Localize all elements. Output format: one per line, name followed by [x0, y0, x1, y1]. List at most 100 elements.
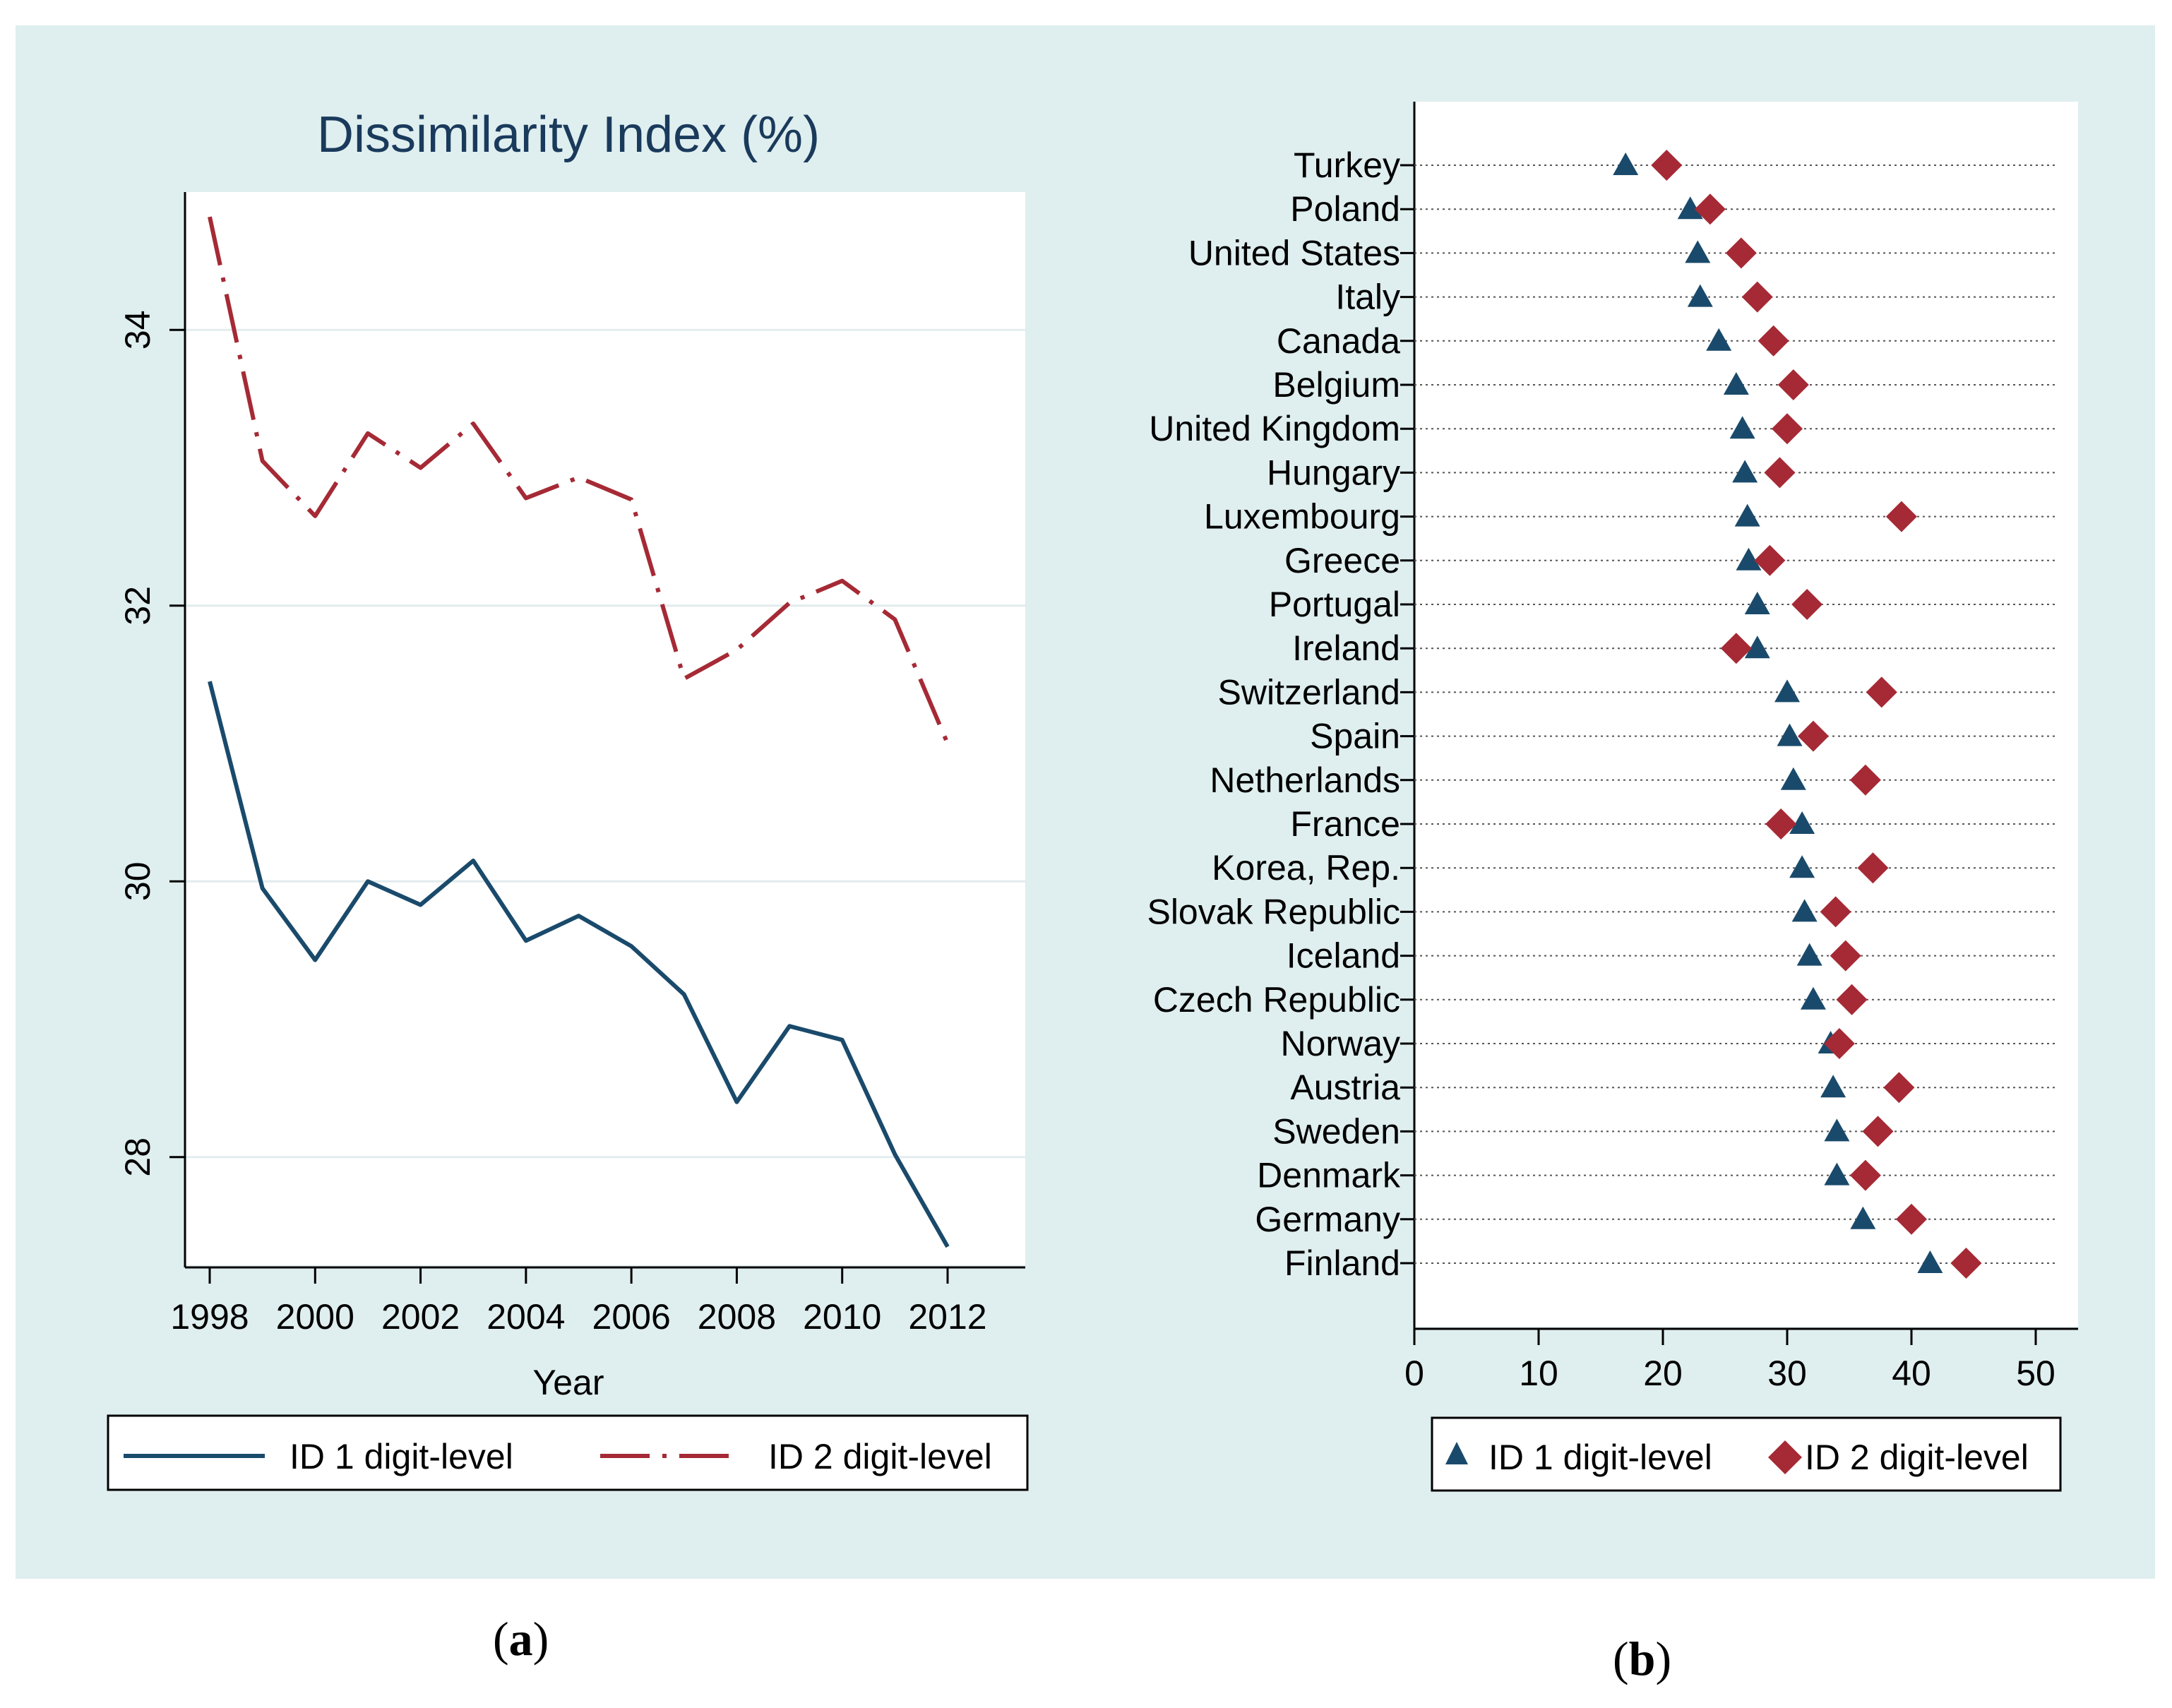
chart-a-gridlines — [185, 328, 1025, 1159]
chart-b-point-id1 — [1917, 1250, 1943, 1273]
chart-b-category-label: Ireland — [1292, 628, 1400, 668]
chart-b-category-label: Hungary — [1267, 453, 1400, 492]
chart-b-point-id2 — [1791, 589, 1823, 620]
chart-b-point-id2 — [1720, 633, 1752, 664]
chart-b-point-id1 — [1800, 986, 1826, 1010]
chart-b-legend-swatch-id2 — [1768, 1440, 1802, 1474]
chart-b-points — [1613, 150, 1982, 1279]
chart-b-point-id2 — [1862, 1116, 1894, 1147]
chart-a-legend-label-id2: ID 2 digit-level — [768, 1437, 992, 1476]
chart-b-category-label: United States — [1188, 233, 1400, 273]
chart-a-x-tick-label: 2008 — [698, 1297, 776, 1337]
chart-b-point-id2 — [1820, 896, 1851, 928]
chart-b-category-label: United Kingdom — [1149, 409, 1400, 448]
chart-b-legend: ID 1 digit-level ID 2 digit-level — [1431, 1416, 2062, 1492]
chart-b-category-label: Canada — [1277, 321, 1400, 361]
chart-b-point-id1 — [1677, 196, 1703, 220]
chart-a-plot-area — [185, 192, 1025, 1265]
chart-b-legend-box — [1431, 1416, 2062, 1492]
chart-b-point-id1 — [1796, 943, 1822, 966]
chart-a-legend-label-id1: ID 1 digit-level — [290, 1437, 513, 1476]
chart-b-category-label: Denmark — [1257, 1156, 1401, 1195]
chart-b-point-id2 — [1849, 764, 1881, 796]
chart-b-category-label: Poland — [1290, 189, 1400, 229]
chart-b-x-tick-label: 50 — [2016, 1354, 2055, 1393]
chart-b-point-id2 — [1725, 237, 1757, 269]
chart-b-point-id1 — [1774, 679, 1800, 703]
chart-a-title: Dissimilarity Index (%) — [317, 107, 820, 163]
chart-b-point-id1 — [1789, 855, 1815, 878]
chart-b-point-id1 — [1824, 1162, 1850, 1186]
chart-b-point-id2 — [1883, 1072, 1915, 1104]
chart-b-category-label: Netherlands — [1210, 760, 1400, 800]
chart-b-category-label: Greece — [1284, 541, 1400, 580]
chart-b-x-tick-label: 10 — [1519, 1354, 1558, 1393]
chart-a-y-ticks: 28 30 32 34 — [118, 310, 185, 1177]
chart-a-x-tick-label: 2010 — [803, 1297, 881, 1337]
chart-b-point-id1 — [1824, 1118, 1850, 1142]
chart-b-x-tick-label: 30 — [1767, 1354, 1807, 1393]
chart-a-legend-box — [107, 1414, 1029, 1491]
subfigure-label-b: (b) — [1613, 1632, 1672, 1685]
chart-b-point-id1 — [1777, 723, 1803, 746]
chart-b-category-label: Sweden — [1272, 1111, 1400, 1151]
chart-b-point-id2 — [1764, 457, 1796, 489]
chart-b-category-label: Luxembourg — [1204, 497, 1400, 537]
chart-b-point-id1 — [1850, 1206, 1876, 1229]
chart-b-x-tick-label: 20 — [1643, 1354, 1683, 1393]
chart-b-x-tick-label: 40 — [1892, 1354, 1931, 1393]
chart-b-category-label: Austria — [1290, 1068, 1400, 1107]
chart-b-point-id1 — [1736, 547, 1762, 571]
chart-b-legend-label-id2: ID 2 digit-level — [1805, 1438, 2029, 1477]
chart-b-legend-swatch-id1 — [1445, 1442, 1468, 1464]
chart-b-point-id1 — [1685, 240, 1711, 263]
chart-b-point-id2 — [1777, 369, 1809, 400]
chart-a-series-id2-line — [208, 216, 950, 745]
chart-b-point-id2 — [1896, 1203, 1927, 1235]
chart-b-x-tick-label: 0 — [1404, 1354, 1424, 1393]
chart-b-point-id1 — [1687, 284, 1713, 307]
chart-b-point-id2 — [1765, 808, 1797, 840]
chart-b-category-label: Iceland — [1287, 936, 1400, 976]
chart-b-point-id1 — [1613, 153, 1639, 175]
chart-a-x-tick-label: 1998 — [170, 1297, 249, 1337]
chart-a-y-tick-label: 28 — [118, 1137, 157, 1177]
subfigure-label-a: (a) — [493, 1612, 549, 1666]
chart-b-point-id1 — [1780, 767, 1806, 790]
chart-a-x-axis-label: Year — [532, 1363, 604, 1402]
chart-a-x-tick-label: 2002 — [381, 1297, 460, 1337]
chart-b-point-id2 — [1866, 676, 1897, 708]
chart-a-y-tick-label: 30 — [118, 861, 157, 901]
chart-b-point-id1 — [1789, 811, 1815, 834]
chart-b-point-id2 — [1836, 984, 1868, 1015]
chart-b-category-label: France — [1290, 804, 1400, 844]
chart-b-point-id1 — [1744, 635, 1770, 659]
chart-b-category-label: Czech Republic — [1153, 980, 1400, 1020]
chart-b-point-id2 — [1754, 544, 1786, 576]
chart-b-category-label: Belgium — [1272, 365, 1400, 405]
chart-b-category-label: Portugal — [1269, 585, 1400, 624]
chart-b-point-id1 — [1791, 899, 1818, 922]
chart-a-y-tick-label: 34 — [118, 310, 157, 350]
chart-b-point-id1 — [1734, 503, 1760, 527]
chart-a-x-ticks: 1998 2000 2002 2004 2006 2008 2010 2012 — [170, 1267, 987, 1337]
chart-b-point-id2 — [1830, 940, 1861, 972]
chart-b-x-ticks: 0 10 20 30 40 50 — [1404, 1329, 2055, 1393]
chart-b-category-label: Spain — [1310, 717, 1400, 756]
chart-a-x-tick-label: 2000 — [276, 1297, 354, 1337]
chart-b-point-id2 — [1857, 852, 1889, 884]
chart-a-series-id1-line — [208, 681, 950, 1248]
chart-b-point-id1 — [1729, 416, 1755, 439]
chart-b-category-label: Finland — [1284, 1243, 1400, 1283]
chart-b-point-id2 — [1950, 1248, 1982, 1279]
chart-b-point-id2 — [1885, 501, 1917, 532]
chart-b-category-label: Germany — [1255, 1200, 1400, 1239]
chart-b-point-id2 — [1772, 413, 1803, 445]
chart-b-legend-label-id1: ID 1 digit-level — [1488, 1438, 1712, 1477]
chart-b-point-id2 — [1758, 325, 1789, 357]
chart-b-category-label: Korea, Rep. — [1212, 848, 1400, 888]
chart-b-category-label: Italy — [1335, 277, 1400, 317]
chart-b-category-label: Turkey — [1294, 145, 1400, 185]
